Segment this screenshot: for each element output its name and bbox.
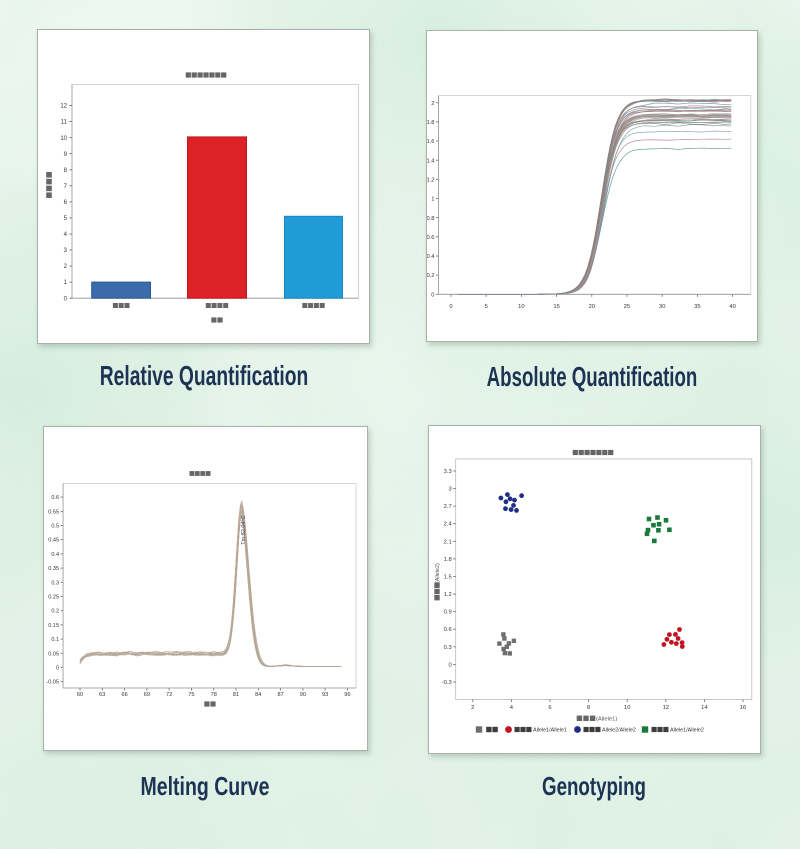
svg-text:35: 35 [694, 304, 700, 310]
svg-text:0.8: 0.8 [427, 216, 435, 222]
svg-text:5: 5 [485, 304, 488, 310]
svg-text:66: 66 [121, 692, 127, 698]
svg-text:0: 0 [64, 296, 68, 302]
svg-text:(Allele2): (Allele2) [435, 563, 441, 583]
svg-text:0.4: 0.4 [427, 254, 435, 260]
svg-text:0.1: 0.1 [51, 637, 59, 643]
svg-text:16: 16 [740, 705, 746, 711]
svg-text:0.6: 0.6 [51, 495, 59, 501]
svg-text:9: 9 [64, 152, 68, 158]
svg-text:10: 10 [518, 304, 524, 310]
svg-text:6: 6 [64, 200, 68, 206]
svg-text:0.05: 0.05 [48, 651, 59, 657]
svg-text:0.4: 0.4 [51, 552, 59, 558]
svg-text:93: 93 [322, 692, 328, 698]
svg-text:40: 40 [729, 304, 735, 310]
svg-text:8: 8 [64, 168, 68, 174]
svg-text:60: 60 [77, 692, 83, 698]
svg-text:0.9: 0.9 [444, 610, 452, 616]
svg-text:4: 4 [510, 705, 514, 711]
svg-text:3: 3 [448, 487, 451, 493]
svg-text:Allele2/Allele2: Allele2/Allele2 [602, 728, 636, 734]
svg-text:0.2: 0.2 [427, 273, 435, 279]
svg-text:12: 12 [663, 705, 669, 711]
svg-text:1: 1 [431, 197, 434, 203]
svg-text:(Allele1): (Allele1) [596, 717, 617, 723]
svg-text:0.3: 0.3 [51, 580, 59, 586]
svg-text:2: 2 [64, 264, 68, 270]
svg-text:78: 78 [211, 692, 217, 698]
svg-text:-0.3: -0.3 [442, 680, 452, 686]
svg-text:0.45: 0.45 [48, 538, 59, 544]
svg-text:0.5: 0.5 [51, 524, 59, 530]
svg-text:69: 69 [144, 692, 150, 698]
svg-text:10: 10 [624, 705, 630, 711]
svg-text:0.3: 0.3 [444, 645, 452, 651]
svg-text:12: 12 [60, 104, 67, 110]
svg-text:25: 25 [624, 304, 630, 310]
svg-text:2: 2 [471, 705, 474, 711]
svg-text:0.2: 0.2 [51, 609, 59, 615]
svg-text:1.2: 1.2 [427, 177, 435, 183]
svg-text:3: 3 [64, 248, 68, 254]
svg-text:0.55: 0.55 [48, 509, 59, 515]
svg-text:2.1: 2.1 [444, 539, 452, 545]
svg-text:1.2: 1.2 [444, 592, 452, 598]
svg-text:1: 1 [64, 280, 68, 286]
svg-text:Tm:82.04°C: Tm:82.04°C [241, 515, 247, 544]
svg-text:11: 11 [61, 120, 68, 126]
svg-text:2.7: 2.7 [444, 504, 452, 510]
svg-text:1.4: 1.4 [427, 158, 435, 164]
svg-text:0: 0 [431, 292, 434, 298]
svg-text:96: 96 [344, 692, 350, 698]
svg-text:0: 0 [56, 666, 59, 672]
svg-text:1.8: 1.8 [427, 120, 435, 126]
svg-text:3.3: 3.3 [444, 469, 452, 475]
svg-text:0: 0 [449, 304, 452, 310]
svg-text:1.6: 1.6 [427, 139, 435, 145]
svg-text:1.5: 1.5 [444, 575, 452, 581]
svg-text:Allele1/Allele1: Allele1/Allele1 [533, 728, 567, 734]
svg-text:8: 8 [587, 705, 590, 711]
svg-text:6: 6 [548, 705, 551, 711]
svg-text:0.6: 0.6 [427, 235, 435, 241]
svg-text:10: 10 [60, 136, 67, 142]
svg-text:72: 72 [166, 692, 172, 698]
svg-text:84: 84 [255, 692, 261, 698]
svg-text:0.35: 0.35 [48, 566, 59, 572]
svg-text:4: 4 [64, 232, 68, 238]
svg-text:2: 2 [431, 101, 434, 107]
svg-text:87: 87 [277, 692, 283, 698]
svg-text:75: 75 [188, 692, 194, 698]
svg-text:81: 81 [233, 692, 239, 698]
svg-text:63: 63 [99, 692, 105, 698]
svg-text:7: 7 [64, 184, 68, 190]
svg-text:30: 30 [659, 304, 665, 310]
svg-text:15: 15 [553, 304, 559, 310]
svg-text:90: 90 [300, 692, 306, 698]
svg-text:0.25: 0.25 [48, 595, 59, 601]
svg-text:20: 20 [589, 304, 595, 310]
svg-text:2.4: 2.4 [444, 522, 453, 528]
svg-text:14: 14 [701, 705, 708, 711]
svg-text:-0.05: -0.05 [46, 680, 59, 686]
svg-text:0: 0 [448, 662, 451, 668]
svg-text:Allele1/Allele2: Allele1/Allele2 [670, 728, 704, 734]
svg-text:0.6: 0.6 [444, 627, 452, 633]
svg-text:5: 5 [64, 216, 68, 222]
svg-text:0.15: 0.15 [48, 623, 59, 629]
svg-text:1.8: 1.8 [444, 557, 452, 563]
